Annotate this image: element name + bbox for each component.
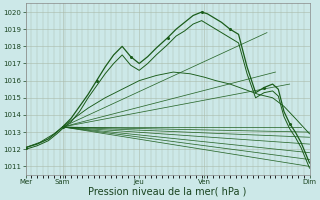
X-axis label: Pression niveau de la mer( hPa ): Pression niveau de la mer( hPa ) — [88, 187, 247, 197]
